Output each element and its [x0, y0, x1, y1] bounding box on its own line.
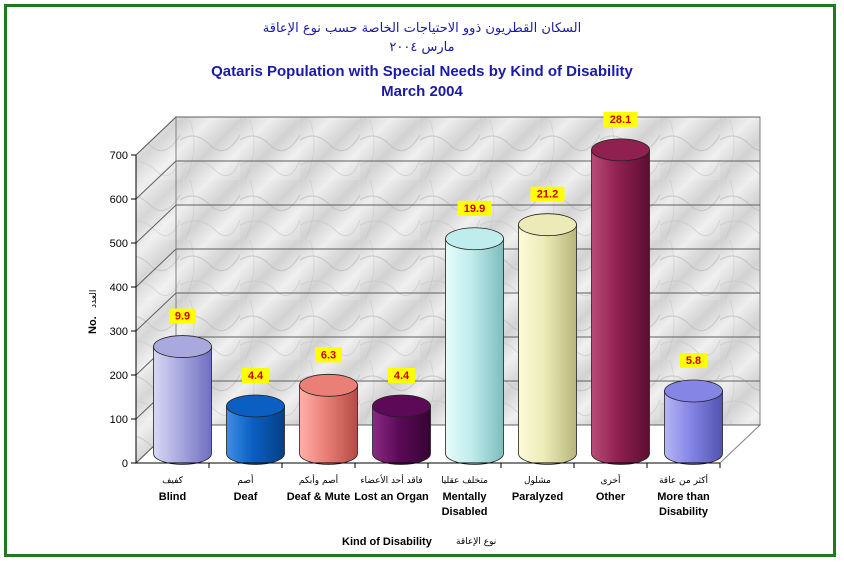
data-label-box: [242, 367, 269, 383]
y-tick-label: 200: [110, 370, 128, 382]
chart-subtitle: March 2004: [381, 83, 463, 100]
x-axis-title: Kind of Disability: [342, 536, 433, 548]
data-label: 9.9: [175, 311, 190, 323]
category-label-ar: أصم: [237, 474, 253, 486]
category-label: Deaf: [234, 491, 258, 503]
bar: [372, 405, 431, 465]
category-label: Disability: [659, 506, 709, 518]
bar-top: [372, 394, 431, 418]
data-label-box: [680, 353, 707, 369]
data-label: 4.4: [248, 370, 264, 382]
bars: 9.9 4.4 6.3 4.4 19.9 21.2 28.1 5.8: [153, 111, 723, 465]
category-label-ar: أكثر من عاقة: [659, 474, 708, 486]
bar-top: [664, 379, 723, 403]
category-label-ar: فاقد أحد الأعضاء: [360, 474, 422, 486]
y-tick-label: 300: [110, 326, 128, 338]
x-axis-title-ar: نوع الإعاقة: [456, 537, 496, 547]
data-label-box: [388, 367, 415, 383]
chart-title-ar: السكان القطريون ذوو الاحتياجات الخاصة حس…: [263, 21, 581, 36]
bar-top: [445, 227, 504, 251]
category-label: Disabled: [442, 506, 488, 518]
bar-top: [591, 138, 650, 162]
y-tick-label: 700: [110, 150, 128, 162]
data-label-box: [603, 111, 638, 127]
chart-title: Qataris Population with Special Needs by…: [211, 63, 633, 80]
bar: [445, 238, 504, 465]
y-axis-title-ar: العدد: [89, 290, 99, 308]
category-label: Blind: [159, 491, 187, 503]
bar-top: [299, 373, 358, 397]
category-label-ar: أخرى: [600, 474, 620, 486]
data-label: 4.4: [394, 370, 410, 382]
category-label: Mentally: [442, 491, 487, 503]
plot-area: 0 100 200 300 400 500 600 700 9.9 4.4 6.3 4.4 19.9 2…: [110, 111, 762, 518]
category-label-ar: أصم وأبكم: [299, 474, 338, 486]
category-label: Lost an Organ: [354, 491, 429, 503]
x-axis: كفيف Blind أصم Deaf أصم وأبكم Deaf & Mute فاقد…: [136, 462, 721, 518]
bar: [664, 390, 723, 465]
bar: [299, 384, 358, 465]
data-label-box: [169, 308, 196, 324]
data-label-box: [530, 186, 565, 202]
y-tick-label: 600: [110, 194, 128, 206]
data-label: 28.1: [610, 114, 631, 126]
category-label: More than: [657, 491, 710, 503]
data-label: 5.8: [686, 355, 701, 367]
y-tick-label: 500: [110, 238, 128, 250]
data-label: 6.3: [321, 349, 336, 361]
y-axis-title: No.: [87, 316, 99, 334]
gridline: [135, 116, 760, 156]
gridline: [135, 160, 760, 200]
gridline: [135, 204, 760, 244]
bar: [153, 346, 212, 465]
y-axis: 0 100 200 300 400 500 600 700: [110, 150, 137, 470]
y-tick-label: 100: [110, 414, 128, 426]
bar: [226, 405, 285, 465]
bar-top: [153, 335, 212, 358]
data-label: 21.2: [537, 189, 558, 201]
data-label-box: [457, 200, 492, 216]
category-label-ar: كفيف: [162, 476, 184, 486]
data-label: 19.9: [464, 203, 485, 215]
y-tick-label: 0: [122, 458, 128, 470]
bar-top: [518, 213, 577, 237]
bar-top: [226, 394, 285, 418]
category-label: Other: [596, 491, 626, 503]
data-label-box: [315, 347, 342, 363]
category-label-ar: مشلول: [524, 476, 551, 486]
category-label: Paralyzed: [512, 491, 563, 503]
y-tick-label: 400: [110, 282, 128, 294]
category-label: Deaf & Mute: [287, 491, 351, 503]
chart-subtitle-ar: مارس ٢٠٠٤: [389, 40, 454, 55]
category-label-ar: متخلف عقليا: [441, 476, 488, 486]
bar: [518, 224, 577, 465]
bar: [591, 149, 650, 465]
